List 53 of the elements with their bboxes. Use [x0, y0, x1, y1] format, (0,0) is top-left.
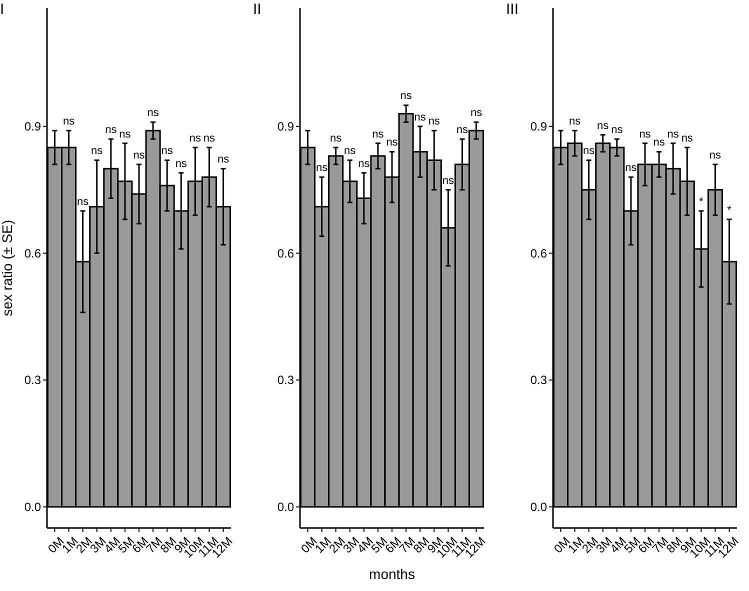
annotation: ns — [358, 158, 370, 170]
y-tick-label: 0.9 — [277, 120, 294, 134]
annotation: ns — [456, 124, 469, 136]
annotation: ns — [105, 124, 118, 136]
x-axis-title: months — [369, 566, 415, 582]
chart-title: III — [506, 1, 519, 18]
annotation: ns — [414, 111, 426, 124]
annotation: ns — [203, 132, 216, 145]
y-tick-label: 0.9 — [24, 120, 42, 134]
annotation: * — [727, 204, 732, 216]
annotation: ns — [133, 149, 146, 162]
annotation: ns — [316, 162, 328, 174]
annotation: ns — [189, 132, 202, 145]
annotation: ns — [442, 174, 454, 187]
y-tick-label: 0.0 — [530, 500, 548, 514]
y-tick-label: 0.3 — [24, 373, 42, 388]
y-tick-label: 0.6 — [24, 246, 42, 260]
annotation: ns — [639, 128, 652, 140]
annotation: ns — [653, 136, 666, 149]
annotation: ns — [77, 196, 90, 208]
annotation: ns — [568, 116, 582, 128]
annotation: ns — [175, 158, 188, 170]
annotation: ns — [667, 128, 680, 140]
annotation: ns — [330, 132, 342, 145]
annotation: ns — [386, 136, 398, 149]
annotation: ns — [400, 90, 412, 102]
chart-title: I — [0, 1, 4, 18]
annotation: * — [699, 196, 704, 208]
chart-title: II — [253, 1, 262, 18]
annotation: ns — [344, 145, 356, 158]
annotation: ns — [62, 116, 76, 128]
annotation: ns — [428, 116, 440, 128]
annotation: ns — [597, 120, 610, 132]
y-axis-title: sex ratio (± SE) — [0, 220, 15, 316]
y-tick-label: 0.3 — [277, 373, 294, 388]
annotation: ns — [625, 162, 638, 174]
y-tick-label: 0.0 — [24, 500, 42, 514]
y-tick-label: 0.6 — [530, 246, 548, 260]
annotation: ns — [217, 154, 230, 166]
annotation: ns — [147, 107, 160, 120]
annotation: ns — [709, 149, 722, 162]
annotation: ns — [611, 124, 624, 136]
annotation: ns — [583, 145, 596, 158]
y-tick-label: 0.6 — [277, 246, 294, 260]
annotation: ns — [372, 128, 384, 140]
annotation: ns — [470, 107, 483, 120]
annotation: ns — [119, 128, 132, 140]
annotation: ns — [91, 145, 104, 158]
y-tick-label: 0.3 — [530, 373, 548, 388]
y-tick-label: 0.9 — [530, 120, 548, 134]
y-tick-label: 0.0 — [277, 500, 294, 514]
annotation: ns — [681, 132, 694, 145]
annotation: ns — [161, 145, 174, 158]
